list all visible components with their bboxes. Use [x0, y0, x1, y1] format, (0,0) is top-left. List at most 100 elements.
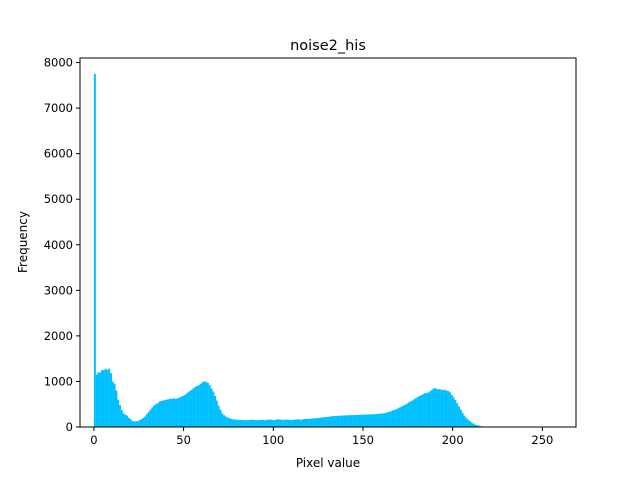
histogram-bar	[467, 419, 469, 427]
histogram-bar	[138, 420, 141, 427]
histogram-bar	[108, 368, 111, 427]
x-tick-label: 0	[90, 433, 97, 447]
histogram-bar	[310, 418, 313, 427]
histogram-bar	[199, 383, 202, 427]
histogram-bar	[273, 420, 276, 427]
histogram-bar	[278, 419, 281, 427]
histogram-bar	[395, 409, 398, 427]
histogram-bar	[249, 419, 252, 427]
histogram-bar	[214, 396, 217, 427]
histogram-bar	[144, 416, 147, 427]
histogram-bar	[293, 419, 295, 427]
histogram-bar	[346, 415, 349, 427]
histogram-bar	[106, 370, 109, 427]
y-tick-label: 2000	[44, 329, 73, 343]
histogram-bar	[427, 392, 430, 427]
histogram-bar	[169, 398, 172, 427]
histogram-bar	[443, 389, 446, 427]
histogram-bar	[115, 390, 118, 427]
histogram-bar	[418, 396, 421, 427]
histogram-bar	[178, 397, 181, 427]
histogram-bar	[327, 416, 330, 427]
histogram-bar	[339, 415, 342, 427]
histogram-bar	[287, 419, 290, 427]
histogram-bar	[397, 408, 399, 427]
histogram-bar	[119, 405, 121, 427]
x-tick-label: 100	[262, 433, 284, 447]
histogram-bar	[361, 414, 364, 427]
histogram-bar	[314, 418, 317, 427]
histogram-bar	[420, 395, 423, 427]
histogram-bar	[407, 402, 410, 427]
histogram-bar	[145, 414, 148, 427]
histogram-bar	[415, 398, 417, 427]
histogram-bar	[212, 391, 215, 427]
histogram-bar	[423, 393, 426, 427]
histogram-bar	[468, 421, 471, 427]
histogram-bar	[291, 419, 294, 427]
histogram-bar	[176, 398, 179, 427]
histogram-bar	[296, 419, 299, 427]
histogram-bar	[97, 372, 100, 427]
histogram-bar	[264, 420, 267, 427]
histogram-bar	[391, 410, 394, 427]
histogram-bar	[217, 405, 220, 427]
histogram-bar	[316, 418, 319, 427]
histogram-bar	[318, 417, 321, 427]
histogram-bar	[228, 418, 231, 427]
histogram-bar	[282, 419, 285, 427]
histogram-bar	[224, 416, 227, 427]
histogram-bar	[196, 386, 199, 427]
histogram-bar	[289, 420, 292, 427]
x-axis-ticks: 0 50 100 150 200 250	[90, 427, 553, 447]
histogram-bar	[162, 400, 165, 427]
histogram-bar	[459, 409, 462, 427]
histogram-bar	[233, 419, 236, 427]
histogram-bar	[474, 424, 477, 427]
histogram-bar	[140, 419, 143, 427]
x-tick-label: 200	[442, 433, 464, 447]
histogram-bar	[120, 410, 123, 427]
histogram-bar	[149, 409, 152, 427]
histogram-bar	[458, 406, 460, 427]
histogram-bar	[205, 381, 208, 427]
histogram-bar	[409, 401, 412, 427]
histogram-bar	[271, 419, 274, 427]
histogram-bar	[129, 419, 132, 427]
histogram-bar	[124, 414, 127, 427]
histogram-bar	[463, 415, 466, 427]
histogram-bar	[133, 421, 136, 427]
histogram-bar	[429, 391, 432, 427]
histogram-bar	[260, 419, 263, 427]
histogram-bar	[201, 382, 204, 427]
histogram-bar	[226, 417, 229, 427]
histogram-bar	[400, 406, 403, 427]
histogram-bar	[305, 418, 308, 427]
histogram-bar	[203, 381, 206, 427]
histogram-bar	[280, 419, 283, 427]
histogram-bar	[343, 415, 346, 427]
histogram-bar	[312, 418, 315, 427]
histogram-bar	[142, 417, 145, 427]
histogram-bar	[197, 385, 200, 427]
histogram-bar	[461, 412, 464, 427]
histogram-bar	[375, 414, 378, 427]
chart-title: noise2_his	[290, 38, 366, 54]
histogram-bar	[101, 370, 104, 427]
histogram-bar	[160, 401, 163, 427]
histogram-bar	[449, 392, 452, 427]
histogram-bar	[99, 372, 102, 427]
histogram-bar	[393, 409, 396, 427]
histogram-bar	[441, 390, 444, 427]
histogram-bar	[190, 389, 193, 427]
histogram-bar	[336, 415, 339, 427]
histogram-bar	[366, 414, 369, 427]
histogram-bar	[432, 388, 435, 427]
histogram-bar	[185, 393, 188, 427]
x-tick-label: 50	[176, 433, 191, 447]
histogram-bar	[321, 417, 324, 427]
histogram-bar	[208, 385, 211, 427]
histogram-bar	[158, 401, 161, 427]
histogram-bar	[380, 413, 383, 427]
histogram-bar	[362, 414, 365, 427]
